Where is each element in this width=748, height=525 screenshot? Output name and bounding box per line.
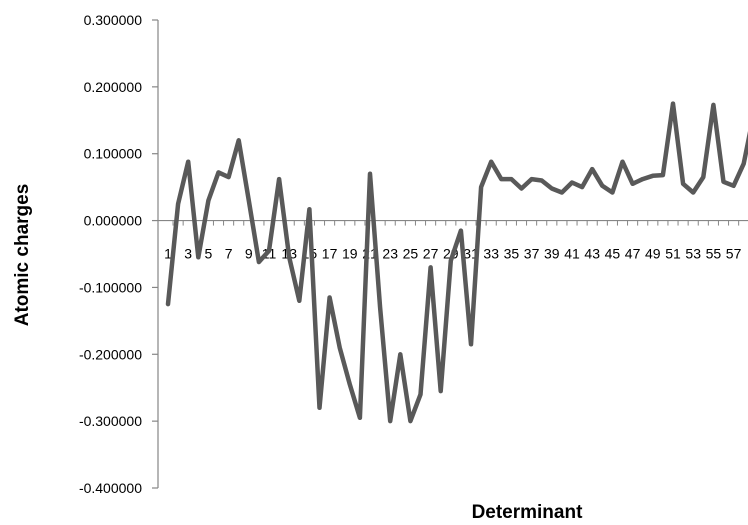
data-point <box>368 172 372 176</box>
data-point <box>631 182 635 186</box>
data-point <box>408 419 412 423</box>
x-tick-label: 35 <box>504 246 520 262</box>
data-point <box>530 177 534 181</box>
data-point <box>176 202 180 206</box>
data-point <box>540 179 544 183</box>
data-point <box>479 185 483 189</box>
data-point <box>449 259 453 263</box>
x-tick-label: 19 <box>342 246 358 262</box>
series-line <box>165 101 748 424</box>
x-tick-label: 7 <box>225 246 233 262</box>
data-point <box>732 184 736 188</box>
x-tick-label: 39 <box>544 246 560 262</box>
data-point <box>459 229 463 233</box>
data-point <box>388 419 392 423</box>
x-tick-label: 37 <box>524 246 540 262</box>
x-tick-label: 57 <box>726 246 742 262</box>
data-point <box>257 260 261 264</box>
data-point <box>671 102 675 106</box>
data-point <box>237 138 241 142</box>
data-point <box>560 191 564 195</box>
x-tick-label: 41 <box>564 246 580 262</box>
x-tick-label: 3 <box>184 246 192 262</box>
data-point <box>348 382 352 386</box>
data-point <box>318 406 322 410</box>
data-point <box>722 180 726 184</box>
data-point <box>378 306 382 310</box>
data-point <box>429 265 433 269</box>
x-tick-label: 23 <box>382 246 398 262</box>
x-tick-label: 27 <box>423 246 439 262</box>
y-tick-label: 0.100000 <box>84 146 143 162</box>
data-point <box>196 255 200 259</box>
data-point <box>338 346 342 350</box>
x-tick-label: 55 <box>706 246 722 262</box>
data-point <box>227 175 231 179</box>
data-point <box>701 175 705 179</box>
data-point <box>520 187 524 191</box>
data-point <box>439 389 443 393</box>
data-point <box>206 199 210 203</box>
data-point <box>661 173 665 177</box>
data-point <box>307 207 311 211</box>
x-tick-label: 43 <box>584 246 600 262</box>
x-tick-label: 1 <box>164 246 172 262</box>
x-tick-label: 45 <box>605 246 621 262</box>
x-tick-label: 17 <box>322 246 338 262</box>
data-point <box>509 177 513 181</box>
y-axis: -0.400000 -0.300000 -0.200000 -0.100000 0.00… <box>79 12 159 496</box>
x-axis: 1 3 5 7 9 11 13 15 17 19 21 23 25 27 29 31 33 35 37 39 41 43 4… <box>158 219 748 262</box>
y-tick-label: -0.100000 <box>79 279 142 295</box>
data-point <box>419 392 423 396</box>
data-point <box>681 182 685 186</box>
x-tick-label: 49 <box>645 246 661 262</box>
data-point <box>711 103 715 107</box>
data-point <box>186 160 190 164</box>
data-point <box>166 302 170 306</box>
data-point <box>550 187 554 191</box>
data-point <box>742 162 746 166</box>
y-tick-label: -0.300000 <box>79 413 142 429</box>
x-axis-title: Determinant <box>472 502 584 523</box>
x-tick-label: 25 <box>403 246 419 262</box>
data-point <box>287 255 291 259</box>
data-point <box>651 174 655 178</box>
data-point <box>691 191 695 195</box>
x-tick-label: 51 <box>665 246 681 262</box>
x-tick-label: 5 <box>205 246 213 262</box>
data-point <box>499 177 503 181</box>
data-point <box>247 199 251 203</box>
data-point <box>489 160 493 164</box>
y-tick-label: -0.200000 <box>79 346 142 362</box>
y-tick-label: 0.000000 <box>84 213 143 229</box>
x-tick-label: 33 <box>483 246 499 262</box>
data-point <box>469 342 473 346</box>
data-point <box>277 177 281 181</box>
data-point <box>621 160 625 164</box>
data-point <box>398 352 402 356</box>
x-tick-label: 47 <box>625 246 641 262</box>
data-point <box>217 170 221 174</box>
data-point <box>600 184 604 188</box>
data-point <box>580 185 584 189</box>
data-point <box>610 191 614 195</box>
data-point <box>641 177 645 181</box>
data-point <box>297 299 301 303</box>
y-tick-label: 0.300000 <box>84 12 143 28</box>
y-axis-title: Atomic charges <box>12 184 33 327</box>
data-point <box>267 249 271 253</box>
x-tick-label: 9 <box>245 246 253 262</box>
y-tick-label: 0.200000 <box>84 79 143 95</box>
y-tick-label: -0.400000 <box>79 480 142 496</box>
series-layer <box>165 101 748 424</box>
data-point <box>358 416 362 420</box>
x-tick-label: 53 <box>685 246 701 262</box>
data-point <box>570 181 574 185</box>
data-point <box>328 296 332 300</box>
data-point <box>590 167 594 171</box>
